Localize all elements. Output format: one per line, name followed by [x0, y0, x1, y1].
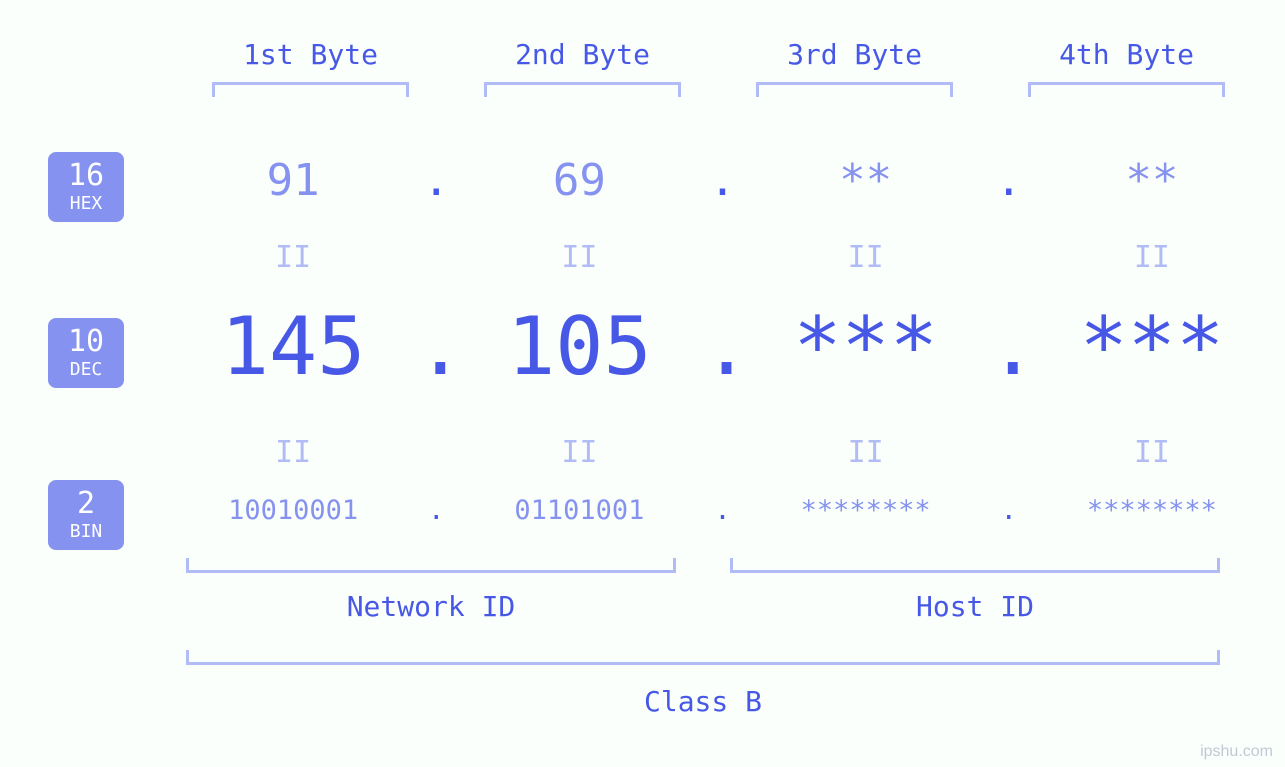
bin-byte4: ********	[1029, 495, 1275, 526]
bin-badge: 2 BIN	[48, 480, 124, 550]
equals-icon: II	[456, 240, 702, 275]
network-id-bracket	[186, 558, 676, 573]
dec-byte4: ***	[1029, 300, 1275, 393]
dot: .	[989, 155, 1029, 206]
byte4-bracket	[1028, 82, 1225, 97]
network-id-label: Network ID	[186, 590, 676, 623]
watermark: ipshu.com	[1200, 743, 1273, 761]
byte4-label: 4th Byte	[1028, 38, 1225, 71]
equals-row-upper: II II II II	[170, 240, 1275, 275]
hex-byte3: **	[743, 155, 989, 206]
hex-badge: 16 HEX	[48, 152, 124, 222]
hex-byte4: **	[1029, 155, 1275, 206]
hex-byte2: 69	[456, 155, 702, 206]
bin-badge-num: 2	[48, 489, 124, 519]
hex-badge-num: 16	[48, 161, 124, 191]
equals-icon: II	[743, 240, 989, 275]
dot: .	[416, 155, 456, 206]
equals-icon: II	[456, 435, 702, 470]
equals-row-lower: II II II II	[170, 435, 1275, 470]
byte3-label: 3rd Byte	[756, 38, 953, 71]
dot: .	[703, 495, 743, 526]
bin-byte2: 01101001	[456, 495, 702, 526]
dec-byte2: 105	[456, 300, 702, 393]
equals-icon: II	[1029, 240, 1275, 275]
hex-row: 91 . 69 . ** . **	[170, 155, 1275, 206]
dot: .	[989, 300, 1029, 393]
dec-badge-label: DEC	[48, 359, 124, 380]
ip-diagram: 1st Byte 2nd Byte 3rd Byte 4th Byte 16 H…	[0, 0, 1285, 767]
bin-byte3: ********	[743, 495, 989, 526]
dot: .	[703, 155, 743, 206]
equals-icon: II	[170, 435, 416, 470]
byte1-bracket	[212, 82, 409, 97]
byte2-bracket	[484, 82, 681, 97]
byte1-label: 1st Byte	[212, 38, 409, 71]
dec-badge-num: 10	[48, 327, 124, 357]
host-id-bracket	[730, 558, 1220, 573]
class-label: Class B	[186, 685, 1220, 718]
hex-badge-label: HEX	[48, 193, 124, 214]
dot: .	[989, 495, 1029, 526]
dot: .	[416, 300, 456, 393]
hex-byte1: 91	[170, 155, 416, 206]
bin-badge-label: BIN	[48, 521, 124, 542]
equals-icon: II	[170, 240, 416, 275]
host-id-label: Host ID	[730, 590, 1220, 623]
equals-icon: II	[1029, 435, 1275, 470]
dec-row: 145 . 105 . *** . ***	[170, 300, 1275, 393]
dec-badge: 10 DEC	[48, 318, 124, 388]
dec-byte3: ***	[743, 300, 989, 393]
dot: .	[703, 300, 743, 393]
dec-byte1: 145	[170, 300, 416, 393]
bin-byte1: 10010001	[170, 495, 416, 526]
equals-icon: II	[743, 435, 989, 470]
dot: .	[416, 495, 456, 526]
bin-row: 10010001 . 01101001 . ******** . *******…	[170, 495, 1275, 526]
byte3-bracket	[756, 82, 953, 97]
class-bracket	[186, 650, 1220, 665]
byte2-label: 2nd Byte	[484, 38, 681, 71]
